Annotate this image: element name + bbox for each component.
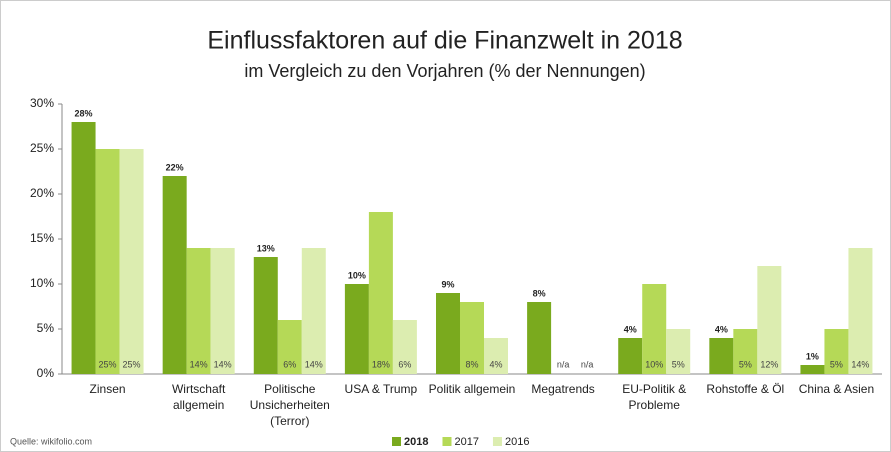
bar [95, 149, 120, 374]
bar [709, 338, 734, 374]
bar [460, 302, 484, 374]
value-label: 28% [75, 108, 93, 118]
y-tick-label: 10% [30, 276, 54, 290]
value-label: 8% [465, 359, 478, 369]
value-label: 1% [806, 351, 819, 361]
bar [642, 284, 667, 374]
source: Quelle: wikifolio.com [10, 436, 92, 446]
y-tick-label: 25% [30, 141, 54, 155]
value-label: 25% [123, 359, 141, 369]
x-tick-label: EU-Politik & Probleme [622, 382, 686, 412]
value-label: 8% [533, 288, 546, 298]
value-label: 9% [441, 279, 454, 289]
value-label: 6% [398, 359, 411, 369]
value-label: 25% [99, 359, 117, 369]
bar [392, 320, 417, 374]
bar [71, 122, 96, 374]
bar [757, 266, 782, 374]
legend-label: 2018 [404, 436, 428, 448]
bar [733, 329, 758, 374]
value-label: 22% [166, 162, 184, 172]
y-tick-label: 5% [37, 321, 55, 335]
y-tick-label: 30% [30, 96, 54, 110]
x-tick-label: Zinsen [90, 382, 126, 396]
bar [119, 149, 144, 374]
value-label: n/a [581, 359, 594, 369]
legend-swatch [492, 437, 502, 446]
value-label: 12% [760, 359, 778, 369]
bar [368, 212, 393, 374]
value-label: 14% [305, 359, 323, 369]
x-tick-label: USA & Trump [345, 382, 418, 396]
bar [618, 338, 643, 374]
value-label: 14% [851, 359, 869, 369]
legend-swatch [392, 437, 401, 446]
y-tick-label: 15% [30, 231, 54, 245]
bar [848, 248, 873, 374]
value-label: 5% [739, 359, 752, 369]
bar [436, 293, 460, 374]
bar [344, 284, 369, 374]
value-label: 5% [830, 359, 843, 369]
value-label: 4% [624, 324, 637, 334]
x-tick-label: Megatrends [531, 382, 594, 396]
bar [301, 248, 326, 374]
legend-label: 2017 [454, 436, 478, 448]
bar [800, 365, 825, 374]
value-label: 10% [645, 359, 663, 369]
y-tick-label: 0% [37, 366, 55, 380]
value-label: n/a [557, 359, 570, 369]
bar [162, 176, 187, 374]
value-label: 5% [672, 359, 685, 369]
value-label: 10% [348, 270, 366, 280]
bar [824, 329, 849, 374]
bar [186, 248, 211, 374]
legend-label: 2016 [505, 436, 529, 448]
chart-subtitle: im Vergleich zu den Vorjahren (% der Nen… [244, 61, 645, 81]
bar [253, 257, 278, 374]
value-label: 4% [715, 324, 728, 334]
value-label: 18% [372, 359, 390, 369]
y-tick-label: 20% [30, 186, 54, 200]
bar [527, 302, 552, 374]
bar [666, 329, 691, 374]
legend-swatch [442, 437, 452, 446]
chart-title: Einflussfaktoren auf die Finanzwelt in 2… [207, 27, 682, 55]
x-tick-label: Politik allgemein [429, 382, 516, 396]
bar [277, 320, 302, 374]
value-label: 14% [214, 359, 232, 369]
value-label: 14% [190, 359, 208, 369]
bar [484, 338, 508, 374]
x-tick-label: Rohstoffe & Öl [706, 382, 784, 396]
value-label: 6% [283, 359, 296, 369]
x-tick-label: China & Asien [799, 382, 874, 396]
x-tick-label: Politische Unsicherheiten (Terror) [250, 382, 330, 428]
value-label: 13% [257, 243, 275, 253]
x-tick-label: Wirtschaft allgemein [172, 382, 226, 412]
bar [210, 248, 235, 374]
value-label: 4% [489, 359, 502, 369]
